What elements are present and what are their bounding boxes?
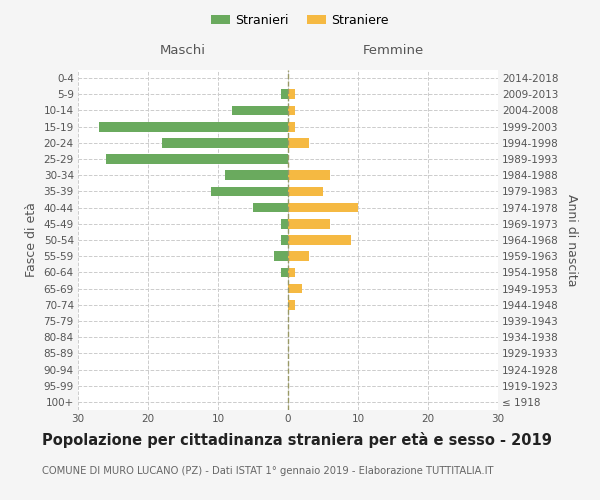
Bar [281, 90, 288, 99]
Y-axis label: Fasce di età: Fasce di età [25, 202, 38, 278]
Bar [232, 106, 288, 116]
Bar [288, 284, 302, 294]
Bar [288, 170, 330, 180]
Bar [288, 235, 351, 245]
Bar [288, 252, 309, 261]
Bar [281, 268, 288, 277]
Bar [288, 219, 330, 228]
Bar [99, 122, 288, 132]
Text: Popolazione per cittadinanza straniera per età e sesso - 2019: Popolazione per cittadinanza straniera p… [42, 432, 552, 448]
Bar [225, 170, 288, 180]
Bar [281, 235, 288, 245]
Bar [288, 122, 295, 132]
Bar [288, 90, 295, 99]
Bar [288, 186, 323, 196]
Bar [288, 203, 358, 212]
Legend: Stranieri, Straniere: Stranieri, Straniere [206, 8, 394, 32]
Y-axis label: Anni di nascita: Anni di nascita [565, 194, 578, 286]
Bar [288, 300, 295, 310]
Bar [253, 203, 288, 212]
Bar [274, 252, 288, 261]
Text: COMUNE DI MURO LUCANO (PZ) - Dati ISTAT 1° gennaio 2019 - Elaborazione TUTTITALI: COMUNE DI MURO LUCANO (PZ) - Dati ISTAT … [42, 466, 493, 476]
Text: Femmine: Femmine [362, 44, 424, 58]
Text: Maschi: Maschi [160, 44, 206, 58]
Bar [162, 138, 288, 147]
Bar [288, 268, 295, 277]
Bar [281, 219, 288, 228]
Bar [288, 106, 295, 116]
Bar [288, 138, 309, 147]
Bar [211, 186, 288, 196]
Bar [106, 154, 288, 164]
